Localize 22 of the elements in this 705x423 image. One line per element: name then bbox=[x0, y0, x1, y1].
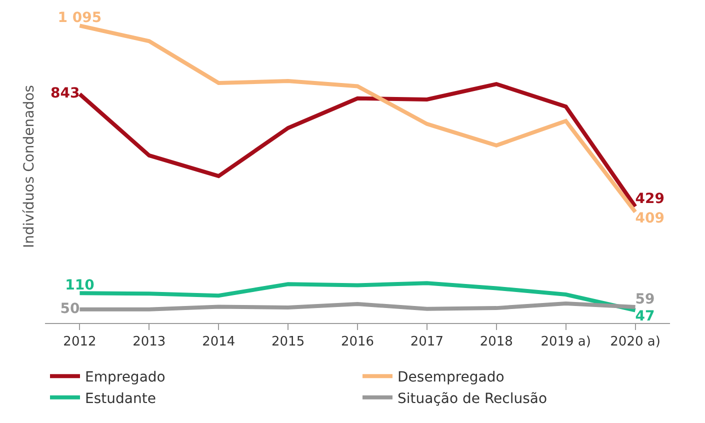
data-label: 843 bbox=[50, 86, 80, 102]
legend-label: Empregado bbox=[85, 370, 166, 386]
x-tick-label: 2016 bbox=[340, 334, 374, 350]
data-label: 1 095 bbox=[58, 10, 102, 26]
legend-label: Desempregado bbox=[398, 370, 504, 386]
data-label: 47 bbox=[635, 308, 655, 325]
data-label: 429 bbox=[635, 191, 665, 207]
data-label: 110 bbox=[65, 278, 95, 294]
x-tick-label: 2015 bbox=[272, 334, 305, 350]
x-tick-label: 2013 bbox=[132, 334, 166, 350]
x-tick-label: 2018 bbox=[480, 334, 513, 350]
data-label: 50 bbox=[60, 300, 80, 317]
data-label: 409 bbox=[635, 210, 665, 226]
x-tick-label: 2020 a) bbox=[610, 334, 660, 350]
legend-label: Estudante bbox=[85, 390, 156, 407]
data-label: 59 bbox=[635, 291, 655, 308]
x-tick-label: 2014 bbox=[202, 334, 236, 350]
x-tick-label: 2019 a) bbox=[540, 334, 591, 350]
y-axis-title: Indivíduos Condenados bbox=[22, 85, 38, 248]
x-tick-label: 2012 bbox=[63, 334, 96, 350]
legend-label: Situação de Reclusão bbox=[398, 390, 548, 407]
x-tick-label: 2017 bbox=[410, 334, 444, 350]
